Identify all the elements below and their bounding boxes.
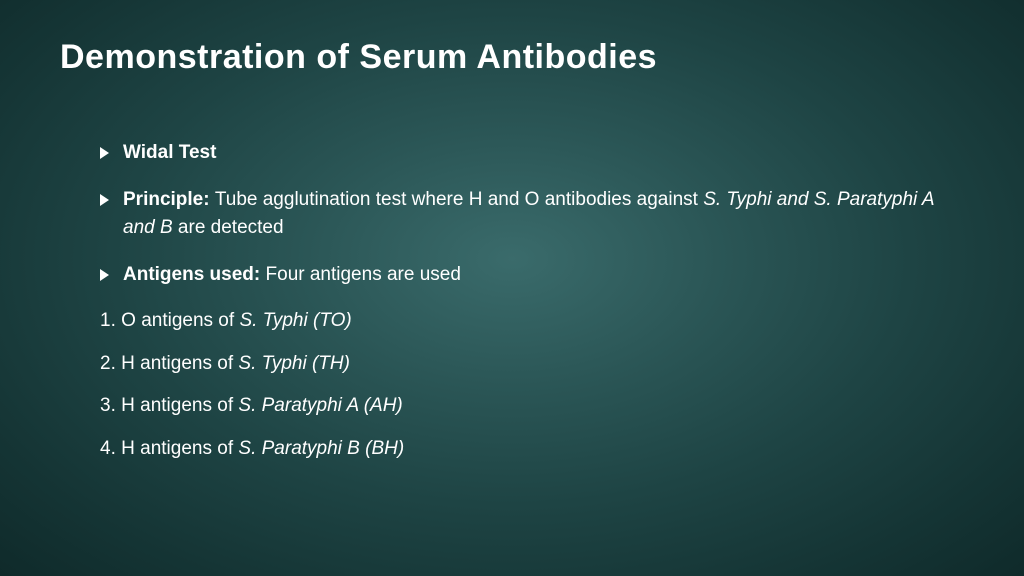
numbered-item: 3. H antigens of S. Paratyphi A (AH) — [100, 392, 964, 421]
item-normal: H antigens of — [121, 395, 238, 416]
bullet-item: Principle: Tube agglutination test where… — [100, 186, 964, 243]
item-normal: H antigens of — [121, 438, 238, 459]
numbered-item: 2. H antigens of S. Typhi (TH) — [100, 350, 964, 379]
bullet-marker-icon — [100, 269, 109, 281]
item-number: 4. — [100, 438, 116, 459]
slide-title: Demonstration of Serum Antibodies — [60, 38, 964, 77]
item-italic: S. Paratyphi B (BH) — [238, 438, 404, 459]
numbered-item: 1. O antigens of S. Typhi (TO) — [100, 307, 964, 336]
item-number: 2. — [100, 353, 116, 374]
bullet-text: Widal Test — [123, 139, 964, 168]
numbered-list: 1. O antigens of S. Typhi (TO) 2. H anti… — [100, 307, 964, 463]
bullet-bold: Principle: — [123, 189, 215, 210]
item-number: 3. — [100, 395, 116, 416]
bullet-marker-icon — [100, 147, 109, 159]
bullet-marker-icon — [100, 194, 109, 206]
slide-container: Demonstration of Serum Antibodies Widal … — [0, 0, 1024, 576]
bullet-bold: Antigens used: — [123, 264, 266, 285]
item-number: 1. — [100, 310, 116, 331]
bullet-text: Principle: Tube agglutination test where… — [123, 186, 964, 243]
bullet-trailing: are detected — [173, 217, 284, 238]
item-italic: S. Typhi (TH) — [238, 353, 350, 374]
item-italic: S. Paratyphi A (AH) — [238, 395, 402, 416]
item-italic: S. Typhi (TO) — [239, 310, 351, 331]
bullet-normal: Tube agglutination test where H and O an… — [215, 189, 703, 210]
item-normal: O antigens of — [121, 310, 239, 331]
slide-content: Widal Test Principle: Tube agglutination… — [60, 139, 964, 463]
bullet-text: Antigens used: Four antigens are used — [123, 261, 964, 290]
bullet-normal: Four antigens are used — [266, 264, 461, 285]
bullet-bold: Widal Test — [123, 142, 216, 163]
bullet-item: Widal Test — [100, 139, 964, 168]
numbered-item: 4. H antigens of S. Paratyphi B (BH) — [100, 435, 964, 464]
bullet-item: Antigens used: Four antigens are used — [100, 261, 964, 290]
item-normal: H antigens of — [121, 353, 238, 374]
